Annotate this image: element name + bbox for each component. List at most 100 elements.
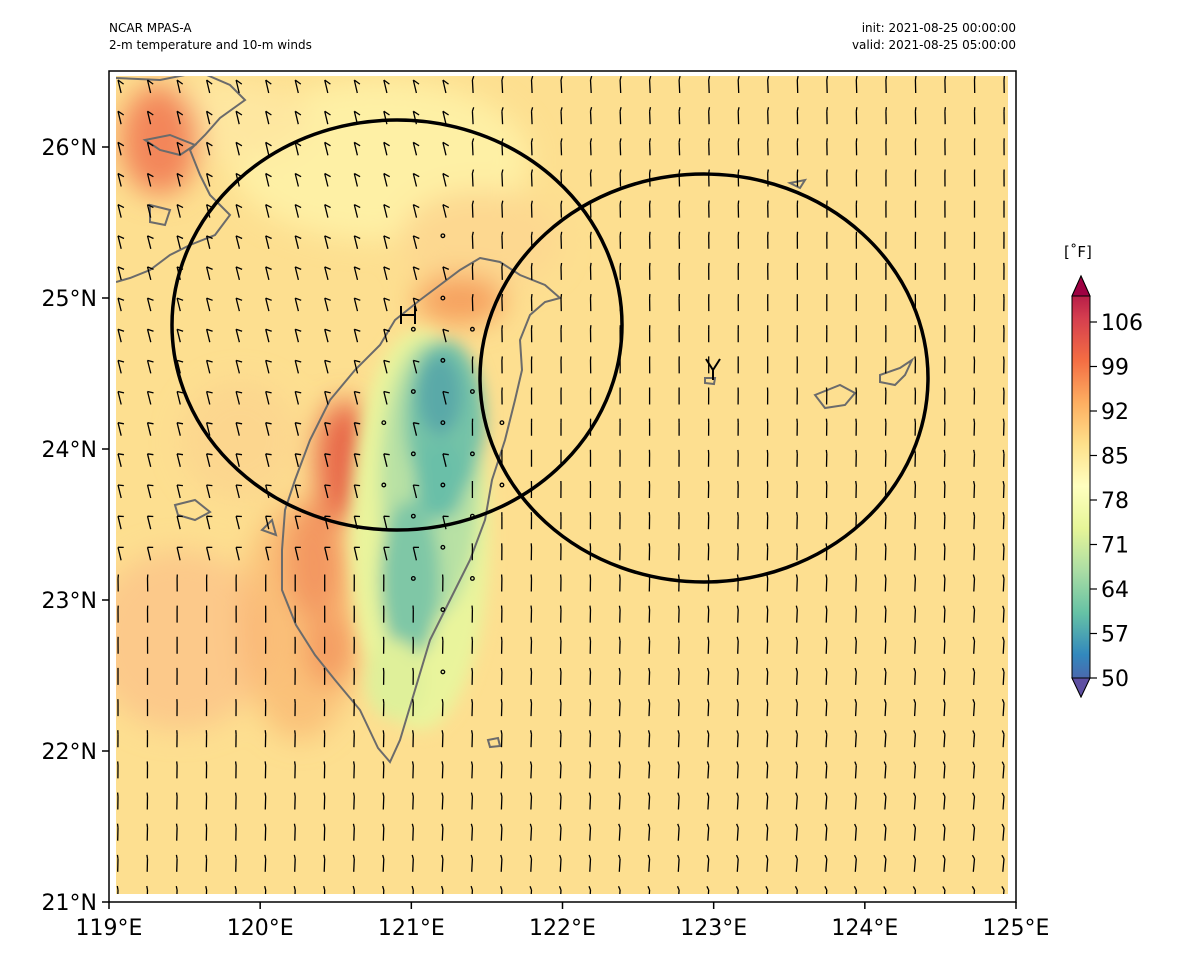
- wind-barb: [117, 546, 124, 561]
- wind-barb: [324, 235, 331, 249]
- wind-barb: [353, 484, 361, 499]
- wind-barb: [942, 761, 946, 779]
- wind-barb: [854, 574, 857, 592]
- wind-barb: [676, 885, 680, 894]
- wind-barb: [235, 453, 243, 467]
- wind-barb: [619, 262, 622, 280]
- wind-barb: [767, 200, 769, 218]
- wind-barb: [765, 823, 769, 841]
- wind-barb: [470, 792, 474, 810]
- ring-right: [478, 172, 930, 584]
- wind-barb: [677, 605, 680, 623]
- valid-time: valid: 2021-08-25 05:00:00: [851, 38, 1016, 52]
- wind-barb: [559, 823, 562, 841]
- wind-barb: [971, 886, 976, 894]
- wind-barb: [265, 172, 272, 187]
- wind-barb: [529, 792, 533, 810]
- wind-barb: [824, 761, 828, 779]
- wind-barb: [824, 698, 828, 717]
- wind-barb: [175, 823, 178, 841]
- wind-barb: [824, 854, 828, 872]
- wind-barb: [588, 792, 592, 810]
- wind-barb: [205, 359, 213, 374]
- wind-barb: [558, 854, 562, 872]
- calm-marker: [381, 420, 387, 426]
- calm-marker: [410, 513, 416, 519]
- wind-barb: [676, 854, 680, 872]
- colorbar-max-extend: [1071, 274, 1091, 297]
- wind-barb: [294, 110, 302, 125]
- wind-barb: [736, 792, 739, 810]
- wind-barb: [323, 823, 326, 841]
- wind-barb: [265, 453, 272, 467]
- wind-barb: [971, 823, 976, 841]
- wind-barb: [205, 453, 213, 467]
- wind-barb: [559, 730, 562, 748]
- wind-barb: [146, 823, 149, 841]
- wind-barb: [383, 359, 390, 374]
- colorbar-tick-label: 64: [1101, 578, 1129, 603]
- wind-barb: [883, 886, 887, 894]
- wind-barb: [264, 730, 267, 748]
- wind-barb: [796, 107, 799, 125]
- wind-barb: [146, 328, 154, 343]
- wind-barb: [972, 636, 976, 654]
- wind-barb: [647, 885, 651, 894]
- wind-barb: [678, 231, 681, 249]
- colorbar-body: [1071, 274, 1091, 699]
- wind-barb: [971, 854, 976, 872]
- wind-barb: [943, 449, 946, 467]
- wind-barb: [442, 453, 449, 467]
- wind-barb: [471, 698, 474, 717]
- wind-barb: [825, 512, 828, 530]
- wind-barb: [913, 543, 917, 561]
- wind-barb: [500, 667, 503, 685]
- wind-barbs: [116, 76, 1006, 894]
- wind-barb: [441, 698, 444, 717]
- wind-barb: [883, 823, 887, 841]
- wind-barb: [412, 667, 414, 685]
- wind-barb: [353, 328, 361, 343]
- wind-barb: [441, 761, 444, 779]
- wind-barb: [560, 200, 563, 218]
- wind-barb: [942, 823, 946, 841]
- y-tick-label: 25°N: [42, 287, 97, 312]
- wind-barb: [501, 200, 504, 218]
- wind-barb: [795, 512, 798, 530]
- wind-barb: [618, 605, 621, 623]
- wind-barb: [324, 172, 331, 187]
- wind-barb: [501, 325, 504, 343]
- wind-barb: [1001, 699, 1005, 717]
- wind-barb: [972, 667, 976, 685]
- wind-barb: [678, 138, 681, 156]
- wind-barb: [767, 76, 770, 94]
- wind-barb: [529, 885, 533, 894]
- wind-barb: [678, 169, 681, 187]
- wind-barb: [619, 76, 622, 94]
- wind-barb: [942, 636, 946, 654]
- wind-barb: [146, 453, 154, 467]
- wind-barb: [383, 235, 391, 249]
- calm-marker: [440, 607, 446, 613]
- wind-barb: [589, 107, 593, 125]
- wind-barb: [235, 515, 242, 530]
- wind-barb: [501, 294, 504, 312]
- wind-barb: [648, 636, 651, 654]
- wind-barb: [500, 854, 503, 872]
- wind-barb: [648, 76, 652, 94]
- wind-barb: [116, 854, 119, 872]
- wind-barb: [117, 328, 125, 343]
- wind-barb: [914, 76, 917, 94]
- wind-barb: [146, 297, 154, 312]
- wind-barb: [176, 328, 184, 343]
- wind-barb: [294, 235, 302, 249]
- wind-barb: [117, 359, 125, 374]
- wind-barb: [264, 823, 267, 841]
- wind-barb: [471, 231, 474, 249]
- wind-barb: [442, 141, 450, 156]
- wind-barb: [914, 418, 917, 436]
- wind-barb: [766, 512, 769, 530]
- colorbar-tick-label: 85: [1101, 445, 1129, 470]
- x-tick-label: 123°E: [680, 916, 747, 941]
- wind-barb: [765, 699, 769, 717]
